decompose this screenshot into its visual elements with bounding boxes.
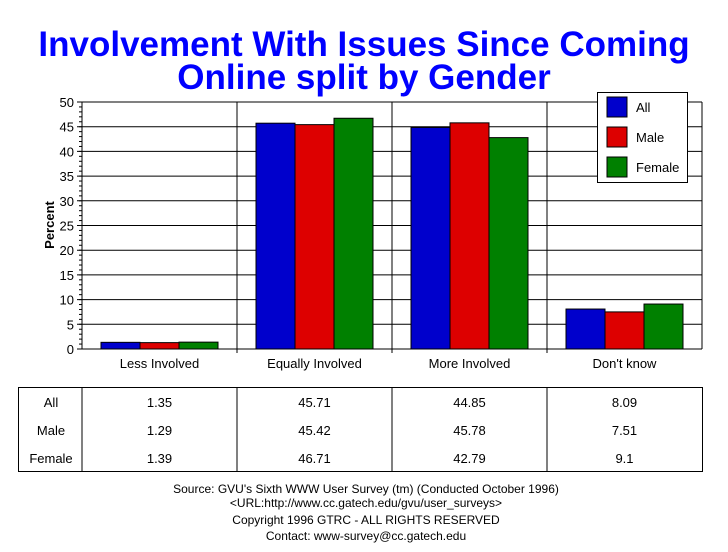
y-tick-label: 25 <box>60 219 74 234</box>
legend-label: All <box>636 100 651 115</box>
table-row-label: Female <box>29 451 72 466</box>
table-cell: 44.85 <box>453 395 486 410</box>
table-cell: 1.39 <box>147 451 172 466</box>
legend-swatch-female <box>606 156 628 178</box>
table-cell: 42.79 <box>453 451 486 466</box>
bar-male <box>294 124 335 350</box>
table-cell: 9.1 <box>615 451 633 466</box>
legend-label: Male <box>636 130 664 145</box>
y-tick-label: 45 <box>60 120 74 135</box>
bar-all <box>565 308 606 350</box>
table-row-label: Male <box>37 423 65 438</box>
x-tick-label: Less Involved <box>120 356 200 371</box>
y-tick-label: 20 <box>60 243 74 258</box>
x-tick-label: Equally Involved <box>267 356 362 371</box>
y-tick-label: 40 <box>60 144 74 159</box>
bar-all <box>255 122 296 350</box>
url-line: <URL:http://www.cc.gatech.edu/gvu/user_s… <box>229 496 503 510</box>
bar-female <box>178 341 219 350</box>
chart-title-line2: Online split by Gender <box>177 58 551 97</box>
bar-male <box>139 342 180 350</box>
table-cell: 45.71 <box>298 395 331 410</box>
y-tick-label: 30 <box>60 194 74 209</box>
data-table <box>18 387 703 472</box>
table-cell: 8.09 <box>612 395 637 410</box>
bar-male <box>604 311 645 350</box>
table-row-label: All <box>44 395 59 410</box>
y-axis-label: Percent <box>42 200 57 248</box>
bar-female <box>488 137 529 350</box>
bar-female <box>643 303 684 350</box>
bar-all <box>410 126 451 350</box>
y-tick-label: 0 <box>67 342 74 357</box>
legend-swatch-male <box>606 126 628 148</box>
table-cell: 45.78 <box>453 423 486 438</box>
table-cell: 1.29 <box>147 423 172 438</box>
bar-female <box>333 117 374 350</box>
copyright-line: Copyright 1996 GTRC - ALL RIGHTS RESERVE… <box>232 513 500 527</box>
table-cell: 45.42 <box>298 423 331 438</box>
y-tick-label: 10 <box>60 293 74 308</box>
x-tick-label: More Involved <box>429 356 511 371</box>
source-line: Source: GVU's Sixth WWW User Survey (tm)… <box>173 482 559 496</box>
x-tick-label: Don't know <box>593 356 658 371</box>
contact-line: Contact: www-survey@cc.gatech.edu <box>265 529 467 543</box>
legend-swatch-all <box>606 96 628 118</box>
y-tick-label: 15 <box>60 268 74 283</box>
legend-label: Female <box>636 160 679 175</box>
bar-all <box>100 341 141 350</box>
table-cell: 46.71 <box>298 451 331 466</box>
bar-male <box>449 122 490 350</box>
y-tick-label: 35 <box>60 169 74 184</box>
chart-title-line1: Involvement With Issues Since Coming <box>38 25 690 64</box>
table-cell: 7.51 <box>612 423 637 438</box>
table-cell: 1.35 <box>147 395 172 410</box>
y-tick-label: 5 <box>67 317 74 332</box>
y-tick-label: 50 <box>60 95 74 110</box>
